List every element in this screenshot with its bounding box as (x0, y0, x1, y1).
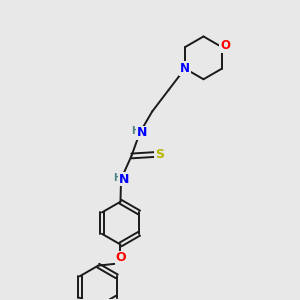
Text: O: O (220, 39, 230, 52)
Text: N: N (118, 172, 129, 186)
Text: N: N (137, 126, 147, 139)
Text: N: N (180, 62, 190, 75)
Text: O: O (115, 251, 126, 264)
Text: H: H (132, 126, 140, 136)
Text: S: S (155, 148, 164, 161)
Text: H: H (113, 172, 121, 183)
